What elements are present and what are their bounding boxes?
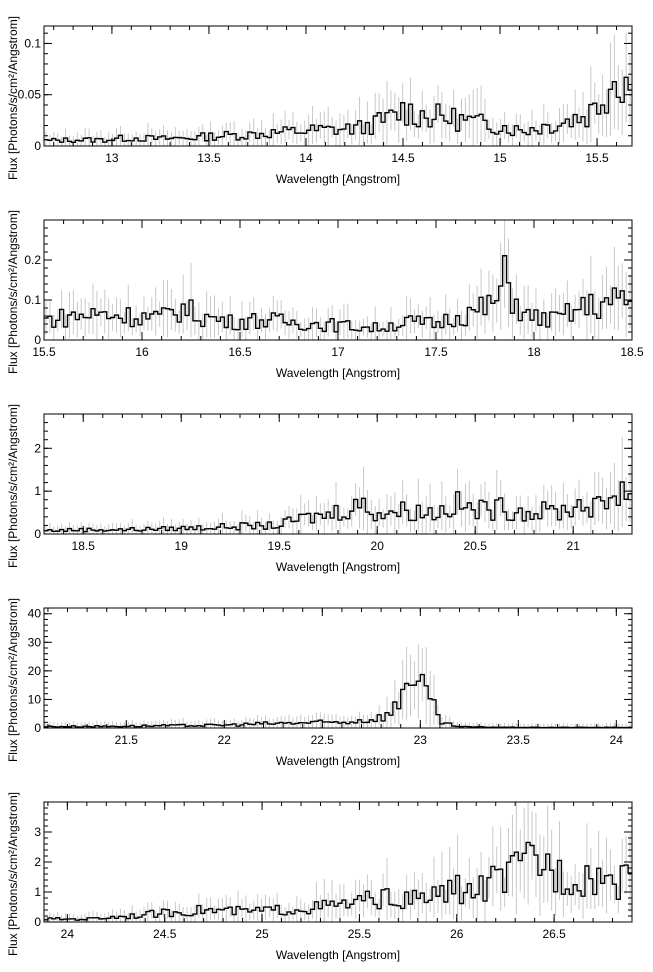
x-tick-label: 13.5 [197,151,221,165]
y-axis-label: Flux [Photons/s/cm²/Angstrom] [6,792,20,956]
chart-panel-4: 21.5 22 22.5 23 23.5 24 0 10 20 30 40 Wavelength [A… [6,598,633,768]
chart-panel-2: 15.5 16 16.5 17 17.5 18 18.5 0 0.1 0.2 Wavelength … [6,210,644,380]
x-axis-label: Wavelength [Angstrom] [276,172,400,186]
x-tick-label: 16.5 [228,345,252,359]
x-tick-label: 23 [414,733,428,747]
x-tick-label: 20 [371,539,385,553]
spectrum-series [44,76,632,144]
y-tick-label: 10 [28,692,42,706]
y-tick-label: 0.1 [24,293,41,307]
x-axis-label: Wavelength [Angstrom] [276,560,400,574]
x-tick-label: 25 [255,927,269,941]
y-tick-label: 1 [34,484,41,498]
x-tick-label: 17.5 [424,345,448,359]
x-tick-label: 15.5 [585,151,609,165]
x-tick-label: 25.5 [348,927,372,941]
y-tick-label: 1 [34,885,41,899]
x-tick-label: 14 [299,151,313,165]
x-tick-label: 17 [331,345,345,359]
y-axis-label: Flux [Photons/s/cm²/Angstrom] [6,404,20,568]
chart-panel-5: 24 24.5 25 25.5 26 26.5 0 1 2 3 Wavelength [Angstr… [6,792,633,962]
x-tick-label: 13 [105,151,119,165]
y-tick-label: 0 [34,915,41,929]
x-tick-label: 26.5 [542,927,566,941]
x-tick-label: 22 [218,733,232,747]
y-tick-label: 30 [28,635,42,649]
x-tick-label: 14.5 [391,151,415,165]
x-tick-label: 19.5 [268,539,292,553]
y-tick-label: 0 [34,139,41,153]
y-tick-label: 2 [34,441,41,455]
x-axis-label: Wavelength [Angstrom] [276,754,400,768]
x-tick-label: 26 [450,927,464,941]
y-tick-label: 0 [34,527,41,541]
x-axis-label: Wavelength [Angstrom] [276,948,400,962]
x-tick-label: 16 [135,345,149,359]
y-axis-label: Flux [Photons/s/cm²/Angstrom] [6,598,20,762]
y-tick-label: 0.2 [24,253,41,267]
x-tick-label: 21 [567,539,581,553]
y-tick-label: 2 [34,855,41,869]
x-tick-label: 23.5 [507,733,531,747]
plot-frame [43,607,633,729]
x-tick-label: 15 [493,151,507,165]
x-tick-label: 20.5 [464,539,488,553]
y-axis-label: Flux [Photons/s/cm²/Angstrom] [6,16,20,180]
x-tick-label: 24.5 [153,927,177,941]
y-tick-label: 0.05 [18,88,42,102]
x-tick-label: 18.5 [72,539,96,553]
chart-panel-1: 13 13.5 14 14.5 15 15.5 0 0.05 0.1 Wavelength [An… [6,16,633,186]
x-tick-label: 21.5 [115,733,139,747]
y-tick-label: 0 [34,721,41,735]
y-tick-label: 40 [28,607,42,621]
y-tick-label: 0 [34,333,41,347]
spectrum-series [44,841,632,921]
spectrum-series [44,673,632,729]
y-tick-label: 3 [34,825,41,839]
x-tick-label: 22.5 [311,733,335,747]
chart-panel-3: 18.5 19 19.5 20 20.5 21 0 1 2 Wavelength [Angstro… [6,404,633,574]
x-tick-label: 24 [610,733,624,747]
y-axis-label: Flux [Photons/s/cm²/Angstrom] [6,210,20,374]
x-tick-label: 18.5 [620,345,644,359]
x-tick-label: 24 [61,927,75,941]
x-tick-label: 15.5 [32,345,56,359]
x-axis-label: Wavelength [Angstrom] [276,366,400,380]
spectrum-series [44,255,632,333]
y-tick-label: 0.1 [24,36,41,50]
x-tick-label: 18 [527,345,541,359]
y-tick-label: 20 [28,664,42,678]
x-tick-label: 19 [175,539,189,553]
plot-frame [43,25,633,147]
